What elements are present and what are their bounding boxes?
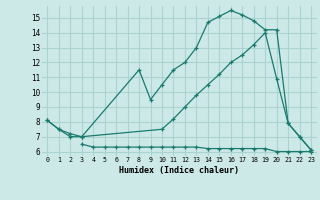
X-axis label: Humidex (Indice chaleur): Humidex (Indice chaleur) xyxy=(119,166,239,175)
